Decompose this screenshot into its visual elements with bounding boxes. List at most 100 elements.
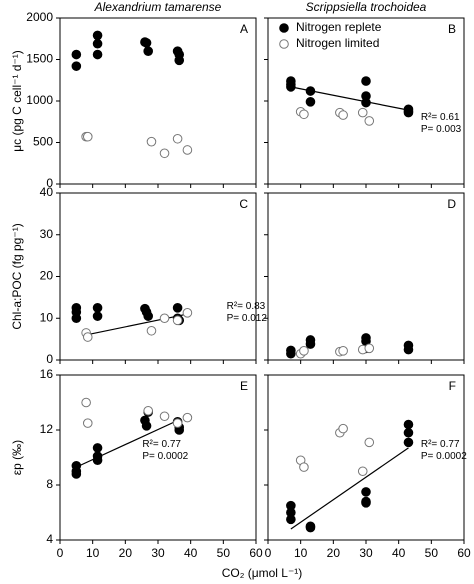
y-tick-label: 4 xyxy=(46,532,53,546)
data-point xyxy=(286,348,296,359)
annotation: P= 0.0002 xyxy=(421,451,467,462)
data-point xyxy=(172,315,183,326)
x-tick-label: 20 xyxy=(119,546,133,560)
panel-title: Scrippsiella trochoidea xyxy=(306,0,427,14)
annotation: R²= 0.83 xyxy=(227,301,266,312)
data-point xyxy=(286,82,296,92)
data-point xyxy=(143,311,153,321)
data-point xyxy=(141,421,152,431)
data-point xyxy=(71,49,82,60)
data-point xyxy=(361,76,371,86)
data-point xyxy=(182,412,193,423)
data-point xyxy=(305,522,316,533)
data-point xyxy=(172,418,183,428)
data-point xyxy=(92,49,103,60)
data-point xyxy=(338,423,348,434)
panel-label: C xyxy=(239,197,248,211)
data-point xyxy=(92,443,103,453)
data-point xyxy=(182,308,193,318)
data-point xyxy=(299,346,309,356)
data-point xyxy=(82,131,93,142)
data-point xyxy=(92,30,103,41)
data-point xyxy=(403,344,414,355)
y-tick-label: 1000 xyxy=(26,93,53,107)
data-point xyxy=(305,97,316,107)
y-tick-label: 500 xyxy=(33,135,53,149)
data-point xyxy=(338,110,348,120)
plot-frame xyxy=(59,17,257,185)
panel-title: Alexandrium tamarense xyxy=(94,0,222,14)
x-tick-label: 60 xyxy=(249,546,263,560)
data-point xyxy=(146,325,157,336)
x-tick-label: 10 xyxy=(86,546,100,560)
annotation: R²= 0.77 xyxy=(142,439,181,450)
x-tick-label: 0 xyxy=(265,546,272,560)
data-point xyxy=(143,46,153,57)
x-tick-label: 60 xyxy=(457,546,471,560)
panel-label: A xyxy=(240,22,248,36)
annotation: P= 0.003 xyxy=(421,124,462,135)
x-tick-label: 20 xyxy=(327,546,341,560)
data-point xyxy=(361,487,371,497)
y-tick-label: 0 xyxy=(46,352,53,366)
data-point xyxy=(299,462,309,472)
data-point xyxy=(172,133,183,144)
fit-line xyxy=(290,447,409,530)
data-point xyxy=(92,311,103,321)
data-point xyxy=(82,332,93,342)
data-point xyxy=(361,97,371,108)
data-point xyxy=(364,116,375,126)
data-point xyxy=(92,303,103,313)
data-point xyxy=(159,313,170,324)
data-point xyxy=(403,106,414,116)
data-point xyxy=(159,148,170,159)
data-point xyxy=(92,38,103,49)
data-point xyxy=(71,313,82,324)
legend-marker xyxy=(279,39,289,49)
x-tick-label: 30 xyxy=(359,546,373,560)
y-tick-label: 2000 xyxy=(26,10,53,24)
y-tick-label: 20 xyxy=(40,269,54,283)
x-tick-label: 50 xyxy=(425,546,439,560)
y-axis-label: εp (‰) xyxy=(10,440,24,475)
data-point xyxy=(361,498,371,508)
y-tick-label: 40 xyxy=(40,185,54,199)
y-tick-label: 12 xyxy=(40,422,54,436)
data-point xyxy=(172,303,183,313)
panel-label: E xyxy=(240,379,248,393)
y-tick-label: 16 xyxy=(40,367,54,381)
x-tick-label: 0 xyxy=(57,546,64,560)
legend-label: Nitrogen replete xyxy=(296,20,382,34)
fit-line xyxy=(86,313,188,336)
y-tick-label: 0 xyxy=(46,176,53,190)
data-point xyxy=(92,455,103,466)
x-axis-label: CO₂ (μmol L⁻¹) xyxy=(222,566,303,580)
y-tick-label: 8 xyxy=(46,477,53,491)
annotation: P= 0.012 xyxy=(227,313,268,324)
x-tick-label: 10 xyxy=(294,546,308,560)
x-tick-label: 40 xyxy=(184,546,198,560)
y-axis-label: μc (pg C cell⁻¹ d⁻¹) xyxy=(10,50,24,152)
data-point xyxy=(143,405,153,416)
panel-label: F xyxy=(449,379,456,393)
annotation: P= 0.0002 xyxy=(142,451,188,462)
y-axis-label: Chl-a:POC (fg pg⁻¹) xyxy=(10,223,24,329)
data-point xyxy=(305,86,316,96)
data-point xyxy=(403,419,414,430)
x-tick-label: 50 xyxy=(217,546,231,560)
y-tick-label: 1500 xyxy=(26,52,53,66)
data-point xyxy=(174,55,185,66)
data-point xyxy=(364,343,375,354)
data-point xyxy=(146,136,157,147)
y-tick-label: 30 xyxy=(40,227,54,241)
legend-marker xyxy=(279,23,289,33)
x-tick-label: 40 xyxy=(392,546,406,560)
data-point xyxy=(182,145,193,155)
data-point xyxy=(403,437,414,448)
annotation: R²= 0.77 xyxy=(421,439,460,450)
data-point xyxy=(357,107,368,118)
data-point xyxy=(82,418,93,428)
data-point xyxy=(286,514,296,525)
data-point xyxy=(159,411,170,422)
